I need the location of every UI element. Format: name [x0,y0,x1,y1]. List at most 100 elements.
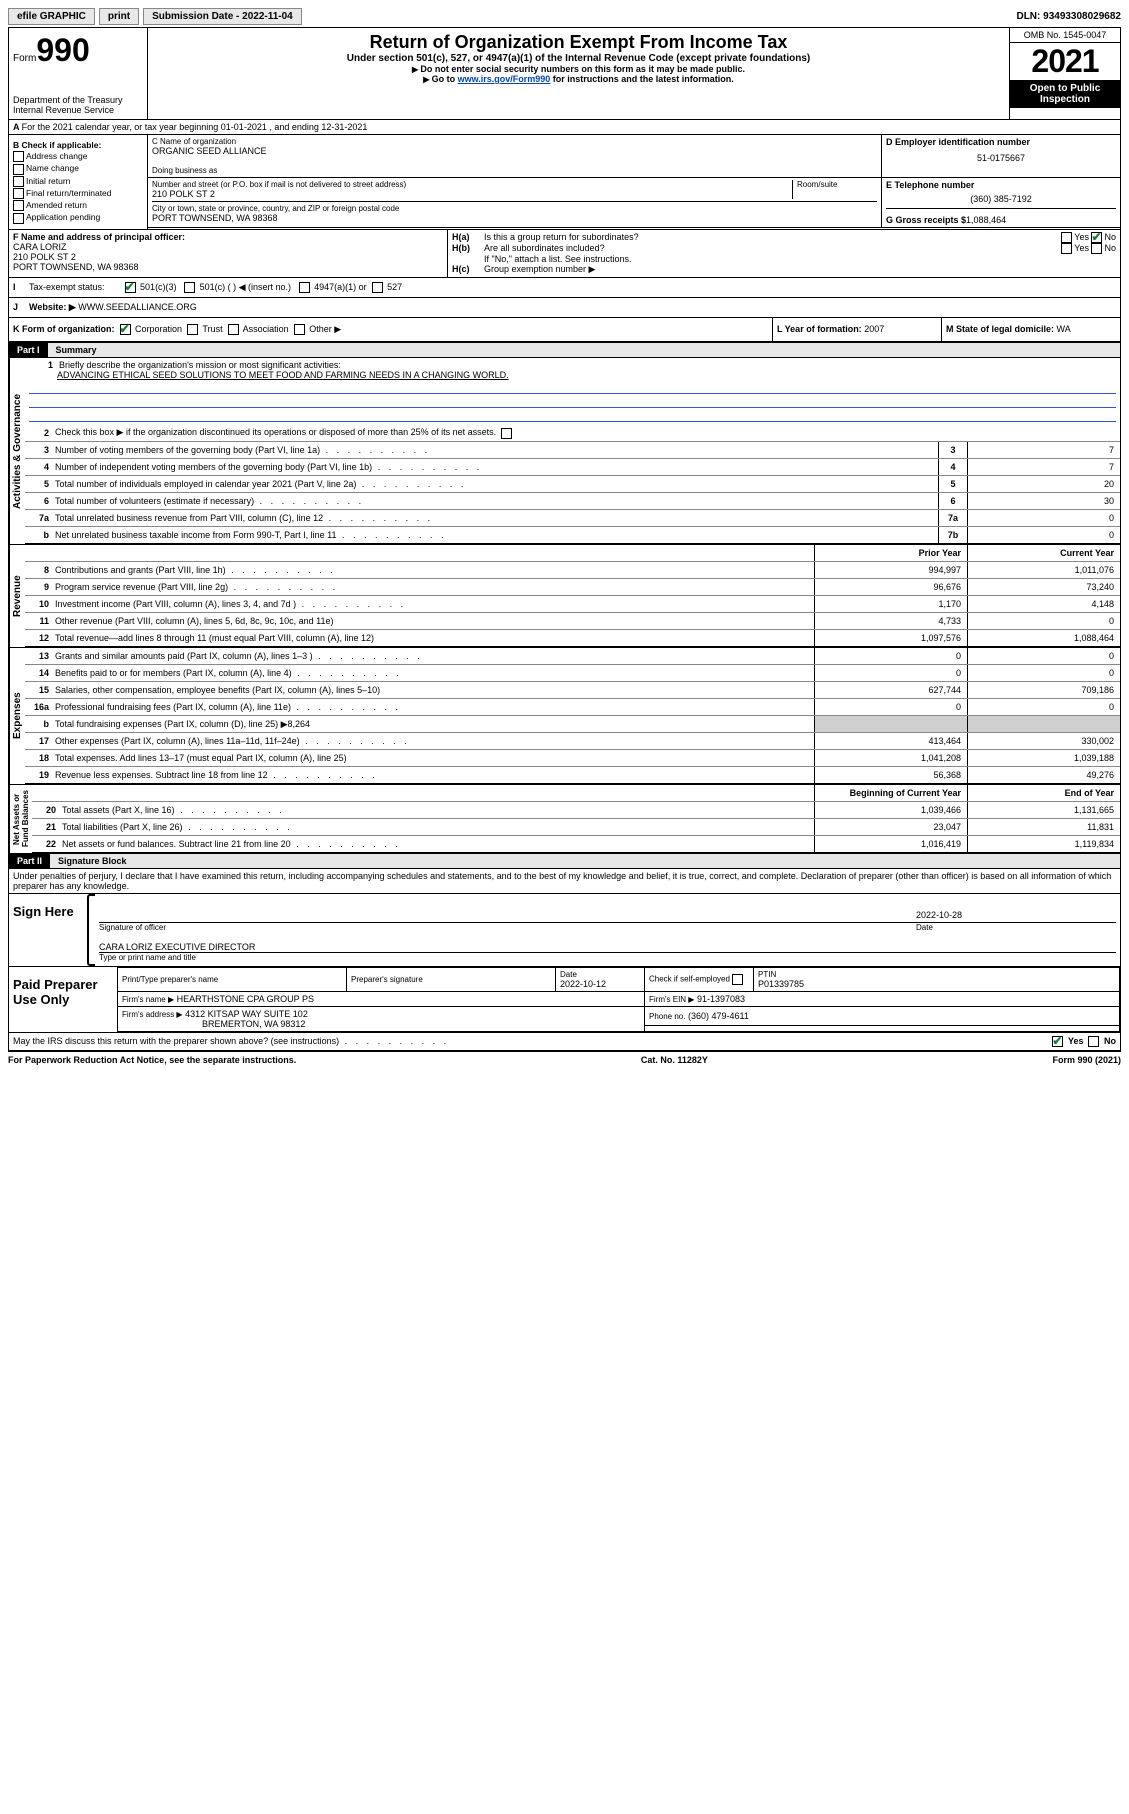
org-name-value: ORGANIC SEED ALLIANCE [152,146,877,156]
p19: 56,368 [814,767,967,783]
trust-checkbox[interactable] [187,324,198,335]
c9: 73,240 [967,579,1120,595]
p12: 1,097,576 [814,630,967,646]
c10: 4,148 [967,596,1120,612]
hb-no-checkbox[interactable] [1091,243,1102,254]
p22: 1,016,419 [814,836,967,852]
tax-status-label: Tax-exempt status: [29,282,105,293]
ha-no-checkbox[interactable] [1091,232,1102,243]
discuss-no-checkbox[interactable] [1088,1036,1099,1047]
final-return-checkbox[interactable] [13,188,24,199]
501c3-checkbox[interactable] [125,282,136,293]
form-title: Return of Organization Exempt From Incom… [152,32,1005,53]
irs-link[interactable]: www.irs.gov/Form990 [458,74,551,84]
p8: 994,997 [814,562,967,578]
dept-label: Department of the Treasury [13,95,143,105]
efile-button[interactable]: efile GRAPHIC [8,8,95,25]
type-print-label: Type or print name and title [99,953,1116,962]
p9: 96,676 [814,579,967,595]
part1-title: Summary [48,343,1120,357]
sig-officer-label: Signature of officer [99,923,916,932]
omb-number: OMB No. 1545-0047 [1010,28,1120,43]
l17: Other expenses (Part IX, column (A), lin… [55,736,814,746]
l11: Other revenue (Part VIII, column (A), li… [55,616,814,626]
c12: 1,088,464 [967,630,1120,646]
l22: Net assets or fund balances. Subtract li… [62,839,814,849]
p21: 23,047 [814,819,967,835]
c8: 1,011,076 [967,562,1120,578]
gross-receipts: G Gross receipts $1,088,464 [886,208,1116,225]
corp-checkbox[interactable] [120,324,131,335]
city-label: City or town, state or province, country… [152,204,877,213]
l15: Salaries, other compensation, employee b… [55,685,814,695]
c19: 49,276 [967,767,1120,783]
501c-checkbox[interactable] [184,282,195,293]
l3: Number of voting members of the governin… [55,445,938,455]
prior-year-hdr: Prior Year [814,545,967,561]
c14: 0 [967,665,1120,681]
address-change-checkbox[interactable] [13,151,24,162]
c20: 1,131,665 [967,802,1120,818]
assoc-checkbox[interactable] [228,324,239,335]
end-year-hdr: End of Year [967,785,1120,801]
ha-yes-checkbox[interactable] [1061,232,1072,243]
firm-phone: (360) 479-4611 [688,1011,749,1021]
expenses-label: Expenses [9,648,25,784]
officer-label: F Name and address of principal officer: [13,232,443,242]
net-assets-label: Net Assets orFund Balances [9,785,32,853]
l13: Grants and similar amounts paid (Part IX… [55,651,814,661]
perjury-declaration: Under penalties of perjury, I declare th… [9,869,1120,893]
section-a: A For the 2021 calendar year, or tax yea… [9,120,1120,135]
phone-label: E Telephone number [886,180,1116,190]
l19: Revenue less expenses. Subtract line 18 … [55,770,814,780]
v4: 7 [967,459,1120,475]
p11: 4,733 [814,613,967,629]
l4: Number of independent voting members of … [55,462,938,472]
l14: Benefits paid to or for members (Part IX… [55,668,814,678]
l9: Program service revenue (Part VIII, line… [55,582,814,592]
l16a: Professional fundraising fees (Part IX, … [55,702,814,712]
phone-value: (360) 385-7192 [886,194,1116,204]
527-checkbox[interactable] [372,282,383,293]
website-value: WWW.SEEDALLIANCE.ORG [78,302,197,312]
self-employed-label: Check if self-employed [649,974,749,985]
name-change-checkbox[interactable] [13,164,24,175]
sign-date: 2022-10-28 [916,910,1116,920]
c17: 330,002 [967,733,1120,749]
4947-checkbox[interactable] [299,282,310,293]
submission-date-button[interactable]: Submission Date - 2022-11-04 [143,8,302,25]
goto-note: Go to www.irs.gov/Form990 for instructio… [152,74,1005,84]
c22: 1,119,834 [967,836,1120,852]
website-label: Website: ▶ [29,302,76,312]
other-checkbox[interactable] [294,324,305,335]
l10: Investment income (Part VIII, column (A)… [55,599,814,609]
c11: 0 [967,613,1120,629]
print-button[interactable]: print [99,8,139,25]
form-ref: Form 990 (2021) [1052,1055,1121,1065]
self-employed-checkbox[interactable] [732,974,743,985]
c21: 11,831 [967,819,1120,835]
initial-return-checkbox[interactable] [13,176,24,187]
application-pending-checkbox[interactable] [13,213,24,224]
discuss-yes-checkbox[interactable] [1052,1036,1063,1047]
firm-addr2: BREMERTON, WA 98312 [202,1019,305,1029]
hb-yes-checkbox[interactable] [1061,243,1072,254]
section-b-checkboxes: B Check if applicable: Address change Na… [9,135,148,229]
year-formation: 2007 [864,324,884,334]
city-value: PORT TOWNSEND, WA 98368 [152,213,877,223]
v7b: 0 [967,527,1120,543]
p14: 0 [814,665,967,681]
p13: 0 [814,648,967,664]
org-name-label: C Name of organization [152,137,877,146]
tax-year: 2021 [1010,43,1120,80]
l6: Total number of volunteers (estimate if … [55,496,938,506]
top-toolbar: efile GRAPHIC print Submission Date - 20… [8,8,1121,25]
amended-return-checkbox[interactable] [13,200,24,211]
c15: 709,186 [967,682,1120,698]
ssn-note: Do not enter social security numbers on … [152,64,1005,74]
revenue-label: Revenue [9,545,25,647]
discontinued-checkbox[interactable] [501,428,512,439]
officer-addr: 210 POLK ST 2 [13,252,443,262]
hb-text: Are all subordinates included? [484,243,1061,254]
firm-name: HEARTHSTONE CPA GROUP PS [177,994,314,1004]
